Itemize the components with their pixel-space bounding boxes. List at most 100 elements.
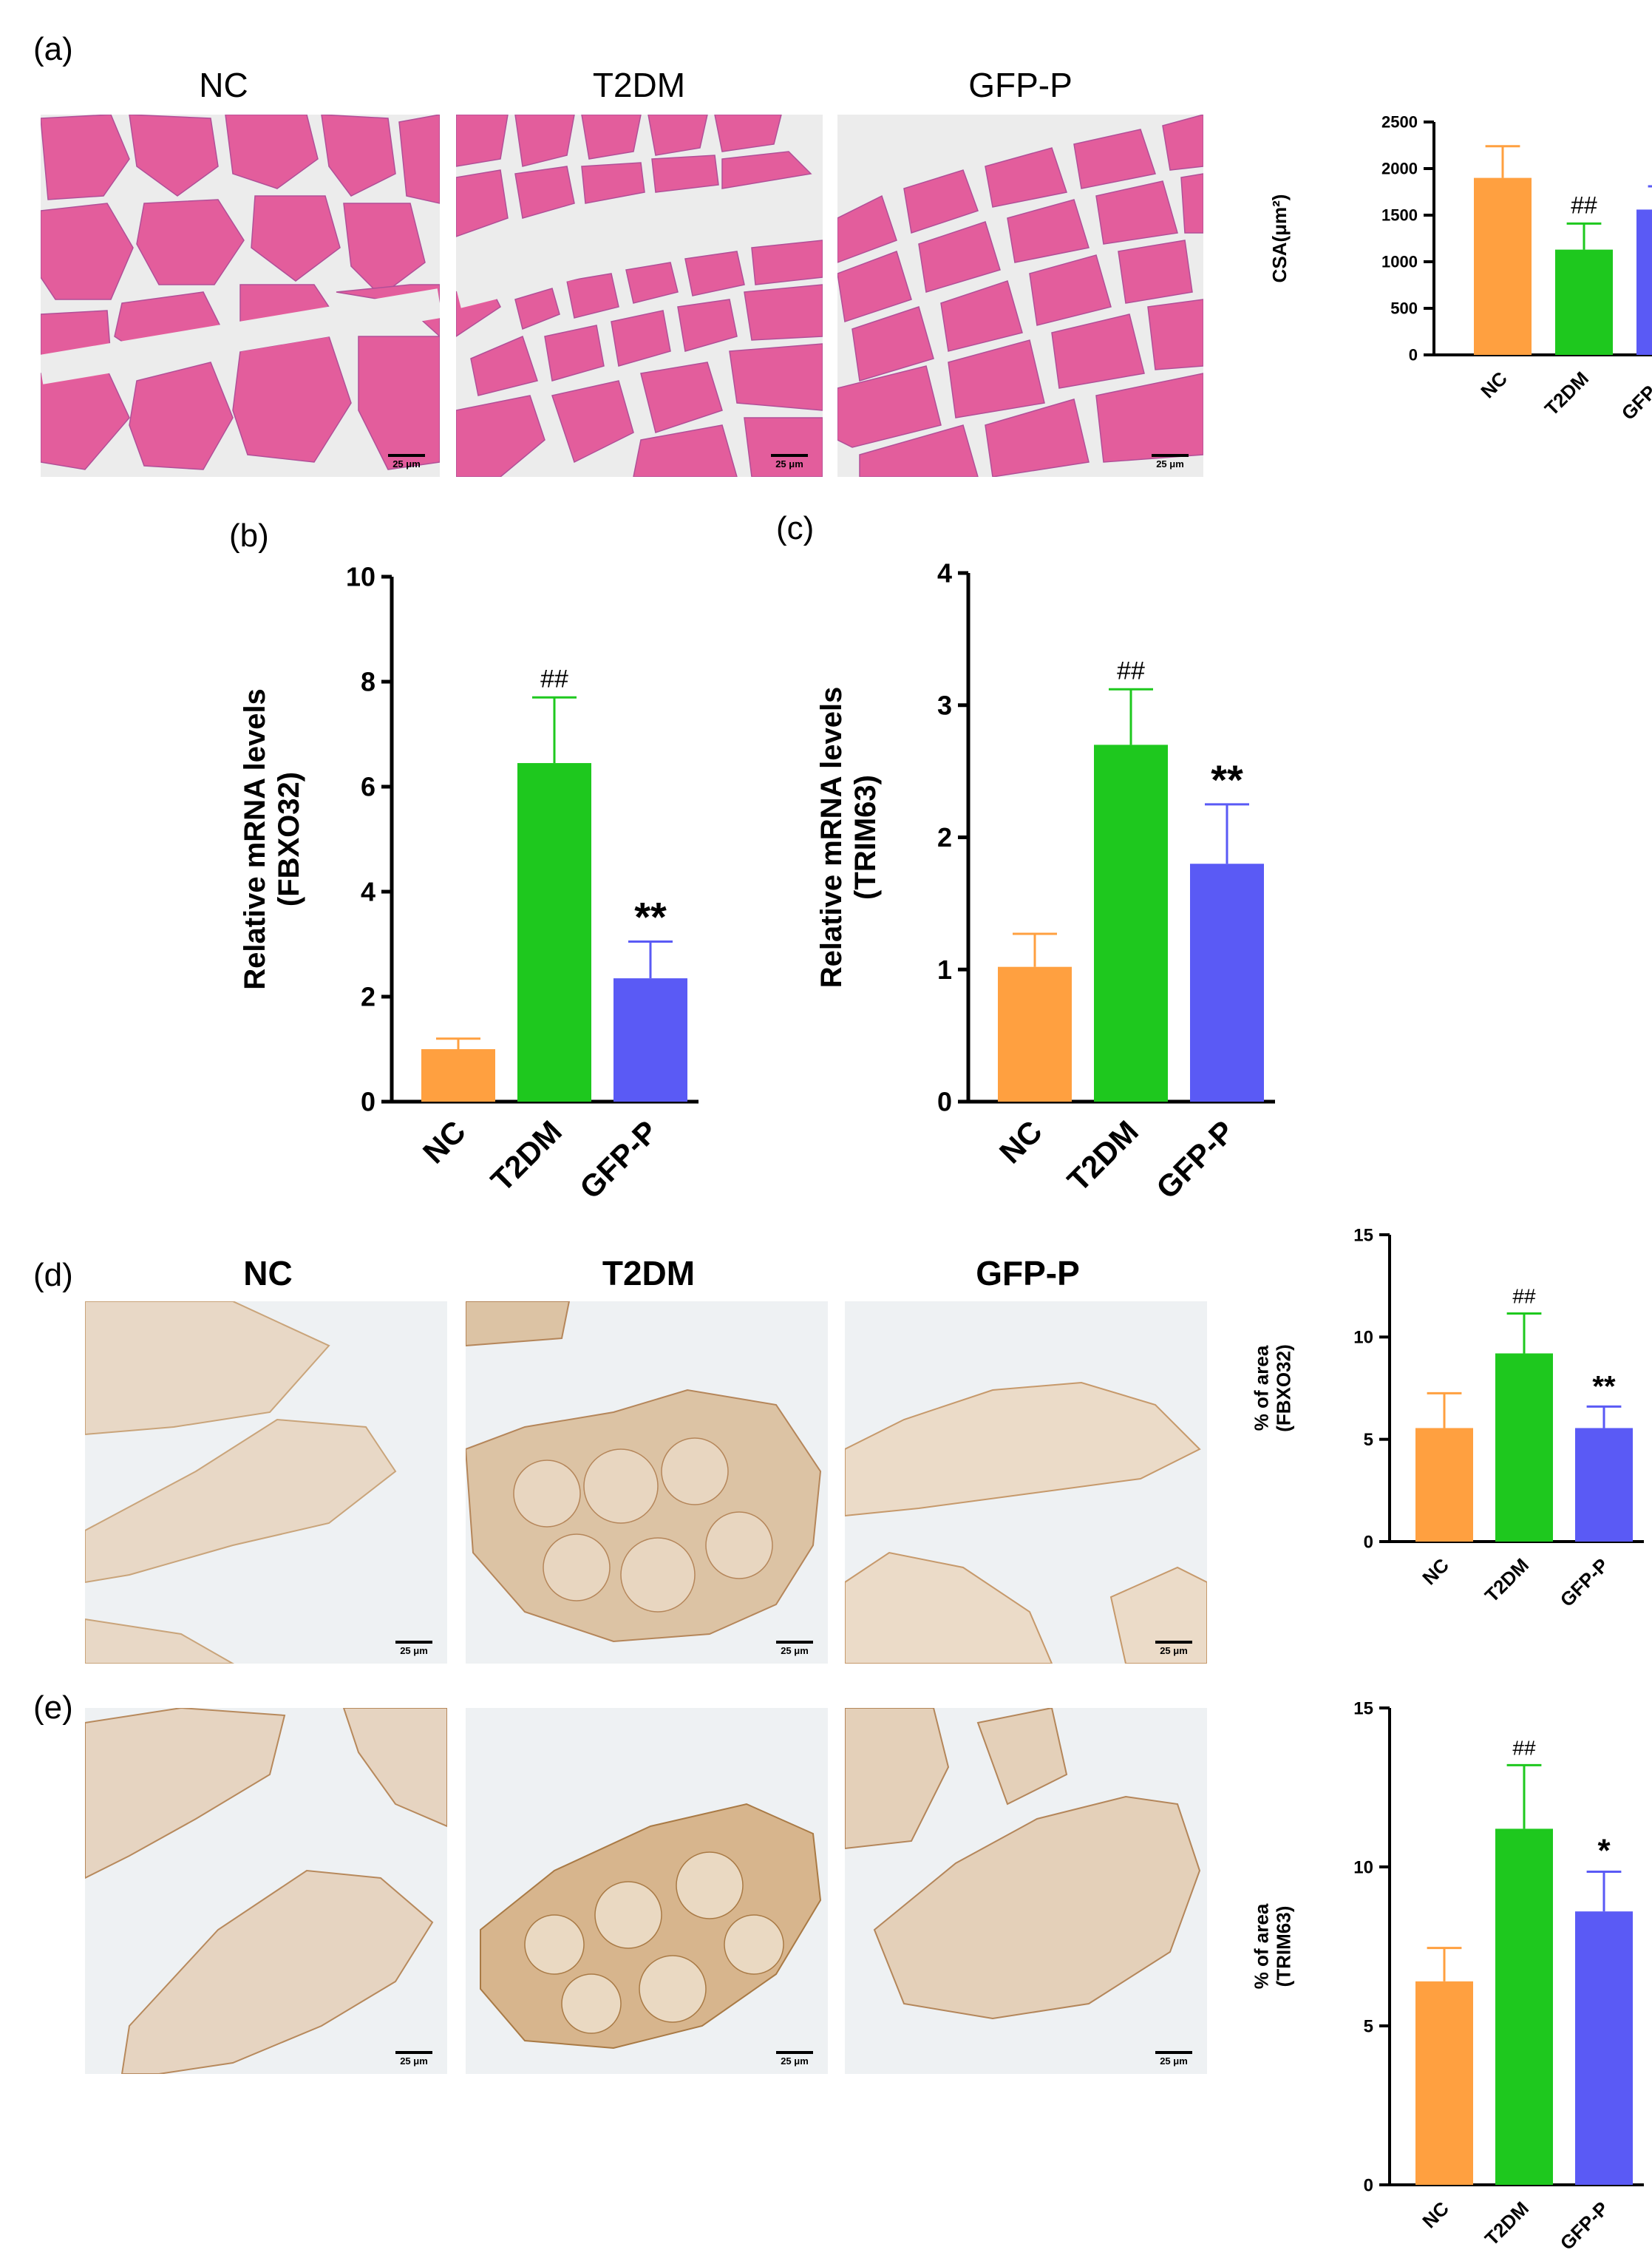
x-tick-label: GFP-P xyxy=(1617,367,1652,424)
panel-letter-b: (b) xyxy=(229,518,269,554)
significance-label: ## xyxy=(1512,1285,1536,1308)
ihc-trim63-gfpp: 25 μm xyxy=(845,1708,1207,2074)
y-tick-label: 6 xyxy=(361,772,375,802)
panel-letter-d: (d) xyxy=(33,1257,73,1293)
ihc-fbxo32-nc: 25 μm xyxy=(85,1301,447,1664)
y-tick-label: 1 xyxy=(937,955,952,985)
y-tick-label: 10 xyxy=(346,562,375,592)
y-axis-label: % of area(FBXO32) xyxy=(1251,1344,1295,1431)
bar-gfp-p xyxy=(1575,1428,1633,1542)
bar-nc xyxy=(421,1049,495,1102)
x-tick-label: NC xyxy=(1418,1553,1453,1589)
y-tick-label: 500 xyxy=(1390,299,1418,318)
y-axis-label: CSA(μm²) xyxy=(1268,194,1291,283)
scale-bar: 25 μm xyxy=(764,454,815,470)
scale-bar: 25 μm xyxy=(388,2051,440,2067)
scale-bar: 25 μm xyxy=(388,1641,440,1656)
x-tick-label: T2DM xyxy=(1481,2197,1533,2250)
y-tick-label: 5 xyxy=(1364,1430,1373,1450)
bar-gfp-p xyxy=(613,978,687,1102)
bar-nc xyxy=(1415,1428,1473,1542)
bar-t2dm xyxy=(1555,249,1613,355)
panel-letter-a: (a) xyxy=(33,31,73,67)
chart-c-group: 0 1 2 3 4 Relative mRNA levels(TRIM63) NC ## T2D… xyxy=(815,558,1275,1205)
significance-label: * xyxy=(1597,1832,1611,1868)
chart-d-group: 0 5 10 15 % of area(FBXO32) NC ## T2DM ** GFP-P xyxy=(1251,1225,1644,1611)
significance-label: ## xyxy=(1117,657,1145,685)
he-micrograph-t2dm: 25 μm xyxy=(456,115,823,477)
scale-bar: 25 μm xyxy=(1148,1641,1200,1656)
he-micrograph-gfpp: 25 μm xyxy=(837,115,1203,477)
x-tick-label: T2DM xyxy=(484,1113,568,1198)
ihc-fbxo32-gfpp: 25 μm xyxy=(845,1301,1207,1664)
y-tick-label: 1500 xyxy=(1381,206,1418,225)
he-micrograph-nc: 25 μm xyxy=(41,115,440,477)
significance-label: ## xyxy=(1512,1736,1536,1759)
bar-gfp-p xyxy=(1575,1911,1633,2185)
ihc-title-nc: NC xyxy=(243,1254,293,1292)
y-tick-label: 0 xyxy=(1409,346,1418,365)
scale-bar: 25 μm xyxy=(769,1641,820,1656)
x-tick-label: GFP-P xyxy=(573,1113,664,1205)
chart-e-group: 0 5 10 15 % of area(TRIM63) NC ## T2DM * GFP-P xyxy=(1251,1698,1644,2254)
y-axis-label: % of area(TRIM63) xyxy=(1251,1903,1295,1989)
x-tick-label: GFP-P xyxy=(1149,1113,1241,1205)
y-tick-label: 10 xyxy=(1353,1328,1373,1348)
y-tick-label: 0 xyxy=(1364,1532,1373,1552)
he-title-t2dm: T2DM xyxy=(592,66,686,104)
chart-fbxo32-area: 0 5 10 15 % of area(FBXO32) NC ## T2DM ** GFP-P xyxy=(1212,1198,1652,1686)
significance-label: ## xyxy=(540,665,568,693)
bar-t2dm xyxy=(517,763,591,1102)
chart-trim63-mrna: 0 1 2 3 4 Relative mRNA levels(TRIM63) NC ## T2D… xyxy=(783,518,1301,1205)
y-tick-label: 8 xyxy=(361,667,375,697)
bar-gfp-p xyxy=(1190,864,1264,1102)
y-tick-label: 0 xyxy=(361,1087,375,1117)
chart-csa: 05001000150020002500CSA(μm²)NC##T2DM*GFP… xyxy=(1234,74,1652,532)
chart-trim63-area: 0 5 10 15 % of area(TRIM63) NC ## T2DM * GFP-P xyxy=(1212,1667,1652,2259)
x-tick-label: NC xyxy=(993,1113,1049,1170)
bar-nc xyxy=(1474,177,1532,355)
ihc-trim63-t2dm: 25 μm xyxy=(466,1708,828,2074)
scale-bar: 25 μm xyxy=(1144,454,1196,470)
bar-nc xyxy=(1415,1981,1473,2185)
y-tick-label: 2500 xyxy=(1381,113,1418,132)
chart-b-group: 0 2 4 6 8 10 Relative mRNA levels(FBXO32) NC ## T… xyxy=(239,562,698,1205)
x-tick-label: T2DM xyxy=(1481,1554,1533,1607)
x-tick-label: NC xyxy=(416,1113,472,1170)
ihc-trim63-nc: 25 μm xyxy=(85,1708,447,2074)
y-axis-label: Relative mRNA levels(FBXO32) xyxy=(239,688,305,990)
y-tick-label: 15 xyxy=(1353,1225,1373,1245)
significance-label: ** xyxy=(1211,756,1243,803)
he-title-gfpp: GFP-P xyxy=(968,66,1073,104)
y-tick-label: 0 xyxy=(1364,2175,1373,2195)
y-tick-label: 2000 xyxy=(1381,160,1418,178)
bar-t2dm xyxy=(1495,1828,1553,2185)
y-axis-label: Relative mRNA levels(TRIM63) xyxy=(815,687,882,989)
x-tick-label: T2DM xyxy=(1061,1113,1145,1198)
y-tick-label: 2 xyxy=(937,822,952,852)
y-tick-label: 5 xyxy=(1364,2016,1373,2036)
ihc-title-gfpp: GFP-P xyxy=(976,1254,1080,1292)
y-tick-label: 4 xyxy=(361,877,375,907)
x-tick-label: T2DM xyxy=(1540,367,1593,420)
bar-gfp-p xyxy=(1636,209,1652,355)
chart-a-group: 05001000150020002500CSA(μm²)NC##T2DM*GFP… xyxy=(1268,113,1652,424)
x-tick-label: NC xyxy=(1476,367,1512,402)
scale-bar: 25 μm xyxy=(1148,2051,1200,2067)
ihc-title-t2dm: T2DM xyxy=(602,1254,696,1292)
scale-bar: 25 μm xyxy=(769,2051,820,2067)
panel-letter-c: (c) xyxy=(776,510,815,546)
y-tick-label: 10 xyxy=(1353,1857,1373,1877)
significance-label: ** xyxy=(1592,1370,1616,1403)
x-tick-label: GFP-P xyxy=(1556,1554,1613,1611)
panel-letter-e: (e) xyxy=(33,1689,73,1726)
bar-t2dm xyxy=(1094,745,1168,1102)
y-tick-label: 1000 xyxy=(1381,253,1418,271)
bar-nc xyxy=(998,966,1072,1102)
significance-label: ## xyxy=(1571,191,1597,218)
y-tick-label: 3 xyxy=(937,690,952,720)
ihc-fbxo32-t2dm: 25 μm xyxy=(466,1301,828,1664)
y-tick-label: 2 xyxy=(361,982,375,1012)
he-title-nc: NC xyxy=(199,66,248,104)
significance-label: ** xyxy=(634,893,667,940)
